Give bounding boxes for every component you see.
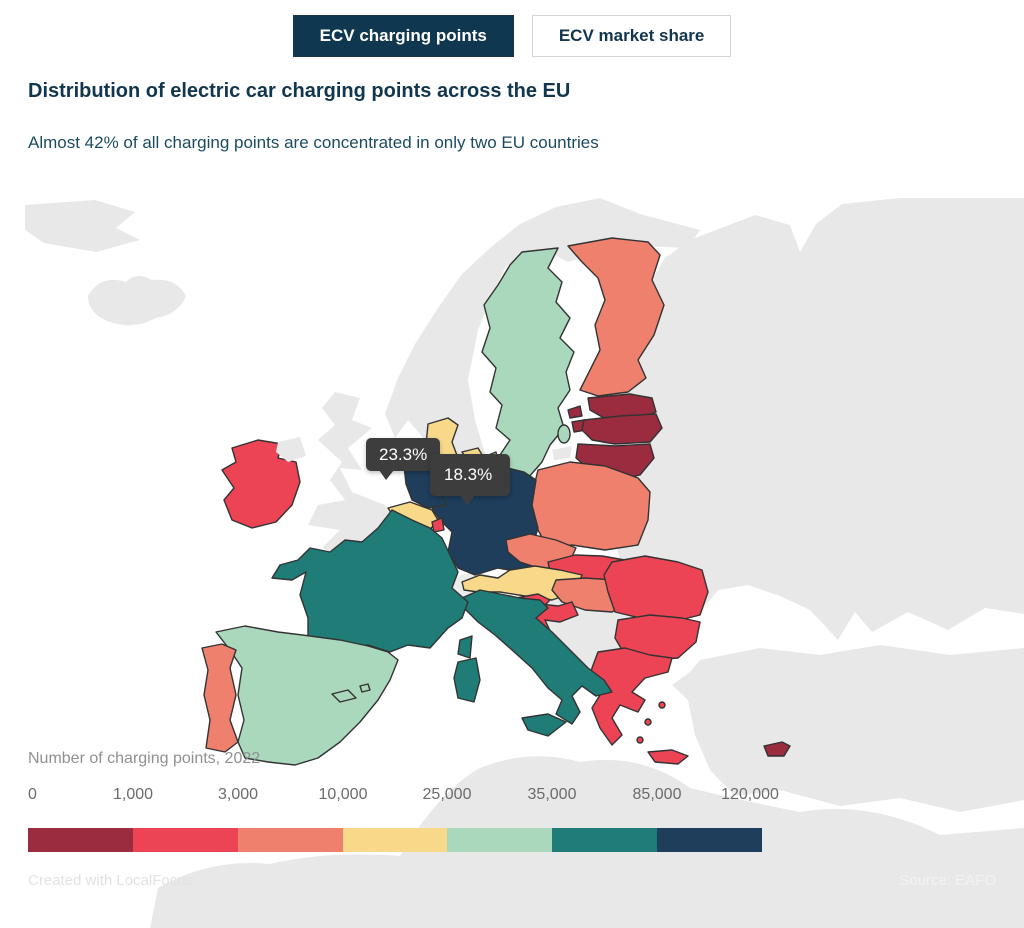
legend-tick: 35,000 (527, 786, 577, 803)
legend-swatch (132, 828, 238, 852)
legend: Number of charging points, 2022 0 1,000 … (28, 750, 779, 852)
page-title: Distribution of electric car charging po… (28, 80, 571, 102)
legend-tick: 25,000 (422, 786, 472, 803)
tab-bar: ECV charging points ECV market share (0, 15, 1024, 57)
country-finland[interactable] (567, 237, 665, 397)
page-subtitle: Almost 42% of all charging points are co… (28, 133, 599, 152)
country-cyprus[interactable] (763, 741, 791, 757)
legend-swatch (237, 828, 343, 852)
country-italy[interactable] (461, 589, 613, 725)
land-norway (385, 198, 700, 470)
land-northern-ireland (276, 437, 306, 462)
country-portugal[interactable] (201, 643, 239, 753)
country-spain[interactable] (215, 625, 399, 766)
source-text: Source: EAFO (899, 872, 996, 889)
tooltip-netherlands-value: 23.3% (379, 444, 428, 464)
legend-swatch (28, 828, 133, 852)
land-turkey (672, 645, 1024, 812)
land-uk (308, 392, 408, 562)
legend-title: Number of charging points, 2022 (28, 750, 261, 767)
legend-swatch (657, 828, 763, 852)
legend-tick: 10,000 (318, 786, 368, 803)
country-sicily[interactable] (521, 713, 567, 737)
legend-swatch (552, 828, 658, 852)
tooltip-germany-value: 18.3% (444, 465, 493, 484)
land-iceland (88, 275, 186, 326)
land-kaliningrad (552, 446, 572, 460)
land-russia-ukraine (600, 198, 1024, 640)
greek-island (658, 701, 666, 709)
legend-tick: 0 (28, 786, 37, 803)
tab-ecv-market-share[interactable]: ECV market share (531, 15, 732, 57)
tab-ecv-charging-points[interactable]: ECV charging points (292, 15, 514, 57)
land-greenland-corner (25, 200, 140, 252)
greek-island (636, 736, 644, 744)
greek-island (644, 718, 652, 726)
legend-tick-labels: 0 1,000 3,000 10,000 25,000 35,000 85,00… (28, 786, 779, 808)
legend-tick: 120,000 (721, 786, 779, 803)
legend-tick: 3,000 (217, 786, 259, 803)
legend-color-bar (28, 828, 763, 852)
country-crete[interactable] (647, 749, 689, 765)
legend-swatch (447, 828, 553, 852)
country-latvia[interactable] (581, 413, 663, 445)
country-sardinia[interactable] (453, 657, 481, 703)
tooltip-netherlands: 23.3% (366, 438, 441, 480)
country-corsica[interactable] (457, 635, 473, 659)
country-poland[interactable] (529, 461, 651, 551)
country-luxembourg[interactable] (431, 517, 445, 533)
tooltip-germany: 18.3% (430, 454, 510, 505)
legend-swatch (342, 828, 448, 852)
country-bulgaria[interactable] (614, 614, 701, 661)
legend-tick: 1,000 (112, 786, 154, 803)
country-gotland[interactable] (557, 424, 571, 444)
country-balearics[interactable] (331, 683, 371, 703)
attribution-text: Created with LocalFocus (28, 872, 194, 889)
legend-tick: 85,000 (632, 786, 682, 803)
country-sweden[interactable] (481, 247, 575, 479)
